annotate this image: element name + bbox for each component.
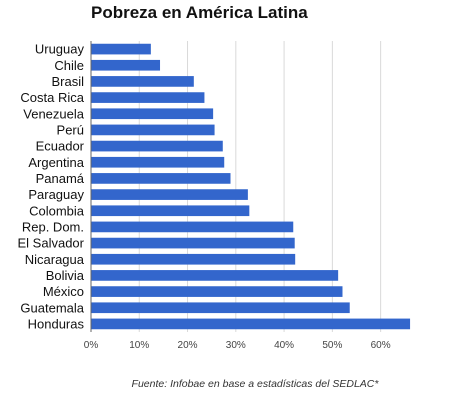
source-note: Fuente: Infobae en base a estadísticas d… xyxy=(131,378,379,390)
chart-title: Pobreza en América Latina xyxy=(91,3,308,22)
bar-per- xyxy=(91,124,215,136)
x-tick-label: 50% xyxy=(322,340,342,351)
category-label: Paraguay xyxy=(28,187,84,202)
category-label: Honduras xyxy=(28,316,85,331)
category-label: Nicaragua xyxy=(25,252,85,267)
bar-venezuela xyxy=(91,108,214,120)
category-label: Rep. Dom. xyxy=(22,219,84,234)
bar-el-salvador xyxy=(91,237,295,249)
bar-honduras xyxy=(91,318,411,330)
bar-colombia xyxy=(91,205,250,217)
x-tick-labels: 0% 10% 20% 30% 40% 50% 60% xyxy=(84,340,391,351)
bar-panam- xyxy=(91,173,231,184)
bar-costa-rica xyxy=(91,92,205,103)
category-label: Costa Rica xyxy=(20,90,84,105)
bar-guatemala xyxy=(91,302,350,314)
x-tick-label: 20% xyxy=(178,340,198,351)
bar-argentina xyxy=(91,156,225,168)
x-tick-label: 0% xyxy=(84,340,99,351)
bar-chile xyxy=(91,59,161,71)
bar-ecuador xyxy=(91,140,223,152)
category-label: Argentina xyxy=(28,155,84,170)
x-tick-label: 10% xyxy=(129,340,149,351)
category-label: Venezuela xyxy=(23,106,84,121)
bar-m-xico xyxy=(91,286,343,297)
bar-uruguay xyxy=(91,43,151,55)
bar-brasil xyxy=(91,76,194,87)
category-label: Ecuador xyxy=(36,139,85,154)
category-label: México xyxy=(43,284,84,299)
category-label: Colombia xyxy=(29,203,85,218)
category-label: Bolivia xyxy=(46,268,85,283)
category-label: Panamá xyxy=(36,171,85,186)
x-tick-label: 60% xyxy=(371,340,391,351)
bar-bolivia xyxy=(91,270,339,281)
bars xyxy=(91,43,411,330)
x-tick-label: 30% xyxy=(226,340,246,351)
bar-rep-dom- xyxy=(91,221,294,233)
bar-nicaragua xyxy=(91,253,296,265)
category-label: Brasil xyxy=(51,74,84,89)
category-label: El Salvador xyxy=(18,236,85,251)
x-tick-label: 40% xyxy=(274,340,294,351)
bar-paraguay xyxy=(91,189,248,200)
category-label: Chile xyxy=(54,58,84,73)
category-label: Perú xyxy=(57,122,84,137)
category-label: Guatemala xyxy=(20,300,84,315)
category-label: Uruguay xyxy=(35,42,85,57)
